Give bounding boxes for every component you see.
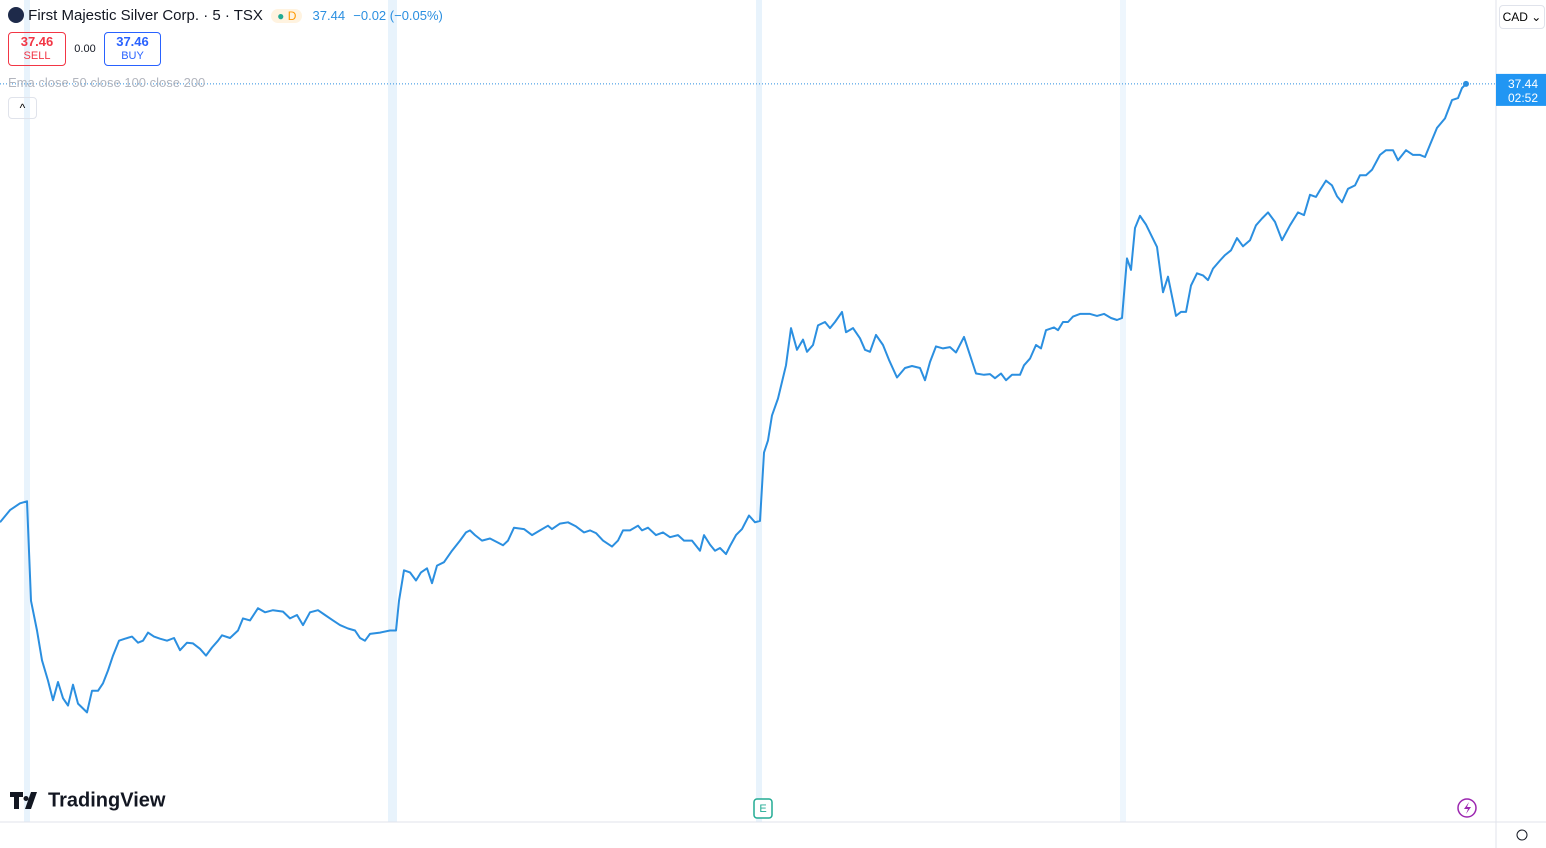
earnings-badge-box [753, 798, 773, 819]
session-bands [24, 0, 1126, 822]
countdown-label: 02:52 [1508, 91, 1538, 105]
sell-button[interactable]: 37.46 SELL [8, 32, 66, 66]
sell-price: 37.46 [20, 34, 54, 49]
buy-button[interactable]: 37.46 BUY [104, 32, 161, 66]
sell-label: SELL [23, 50, 51, 62]
buy-label: BUY [121, 50, 144, 62]
last-point [1463, 80, 1469, 87]
lightning-icon[interactable] [1457, 798, 1477, 818]
legend-row: First Majestic Silver Corp. · 5 · TSX ● … [8, 7, 443, 24]
plot [0, 80, 1496, 714]
session-band [1120, 0, 1126, 822]
last-price-label: 37.44 [1508, 77, 1538, 91]
currency-button[interactable]: CAD ⌄ [1499, 5, 1545, 29]
logo-mark [10, 792, 37, 809]
indicator-legend: Ema close 50 close 100 close 200 [8, 75, 206, 90]
session-band [388, 0, 397, 822]
symbol-logo [8, 7, 24, 23]
settings-icon[interactable] [1516, 829, 1528, 841]
session-band [24, 0, 30, 822]
price-line [0, 83, 1467, 714]
price-axis-bg [1496, 0, 1546, 848]
lightning-glyph [1464, 802, 1471, 814]
status-pill: ● D [271, 9, 303, 23]
last-price-box [1496, 73, 1546, 106]
last-price: 37.44 [312, 8, 346, 23]
collapse-button[interactable]: ^ [8, 97, 37, 119]
brand-logo [10, 792, 37, 809]
brand: TradingView [48, 789, 166, 811]
interval-badge: D [287, 9, 297, 23]
earnings-badge: E [759, 803, 766, 815]
session-band [756, 0, 762, 822]
symbol-title: First Majestic Silver Corp. · 5 · TSX [28, 7, 263, 24]
buy-price: 37.46 [116, 34, 149, 49]
currency: CAD [1502, 10, 1528, 24]
price-change: −0.02 (−0.05%) [353, 8, 443, 23]
spread: 0.00 [74, 43, 96, 55]
